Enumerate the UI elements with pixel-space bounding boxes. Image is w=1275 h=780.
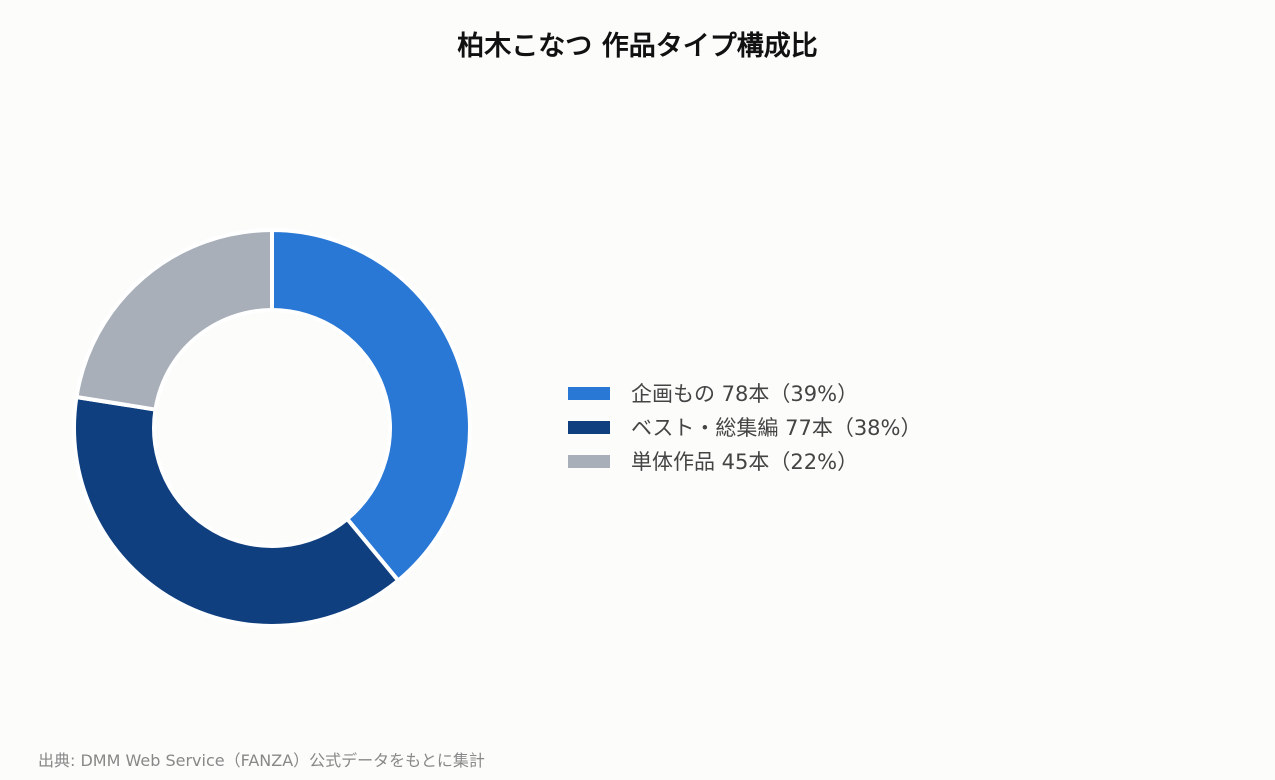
chart-legend: 企画もの 78本（39%） ベスト・総集編 77本（38%） 単体作品 45本（22… (568, 376, 922, 478)
donut-slice-2 (72, 394, 402, 628)
legend-item-3: 単体作品 45本（22%） (568, 444, 922, 478)
donut-slice-3 (74, 227, 274, 412)
legend-label: 企画もの 78本（39%） (631, 382, 859, 406)
legend-swatch (568, 386, 610, 400)
donut-slice-1 (270, 227, 472, 584)
legend-swatch (568, 454, 610, 468)
legend-item-1: 企画もの 78本（39%） (568, 376, 922, 410)
legend-label: ベスト・総集編 77本（38%） (631, 416, 922, 440)
source-note: 出典: DMM Web Service（FANZA）公式データをもとに集計 (38, 751, 485, 770)
legend-label: 単体作品 45本（22%） (631, 450, 859, 474)
legend-item-2: ベスト・総集編 77本（38%） (568, 410, 922, 444)
legend-swatch (568, 420, 610, 434)
chart-title: 柏木こなつ 作品タイプ構成比 (457, 31, 818, 62)
